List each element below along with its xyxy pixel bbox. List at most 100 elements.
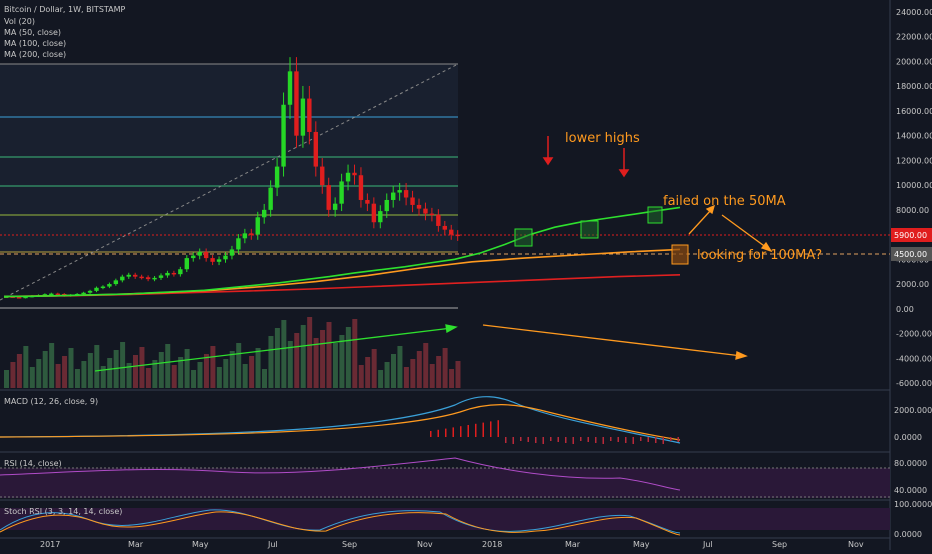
macd-histogram-bar [490, 421, 492, 437]
price-tick-label: 16000.00 [896, 107, 932, 116]
volume-bar [178, 357, 184, 388]
stoch-d-line [0, 511, 681, 536]
candle [139, 276, 144, 279]
legend-ma200[interactable]: MA (200, close) [4, 50, 66, 59]
price-axis[interactable]: 24000.00 22000.00 20000.00 18000.00 16000.00… [896, 8, 932, 388]
candle [442, 225, 447, 230]
candle [410, 197, 415, 205]
volume-bar [171, 365, 177, 388]
candle [262, 209, 267, 218]
candle [236, 238, 241, 250]
volume-bar [423, 343, 429, 388]
macd-histogram-bar [430, 431, 432, 437]
volume-bar [307, 317, 313, 388]
candle [365, 199, 370, 204]
volume-bar [294, 333, 300, 388]
volume-bar [126, 363, 132, 388]
volume-bar [268, 336, 274, 388]
macd-histogram-bar [610, 437, 612, 441]
volume-bar [429, 364, 435, 388]
resistance-box[interactable] [647, 206, 663, 224]
rsi-band [0, 468, 890, 498]
current-price-badge: 5900.00 [891, 228, 932, 242]
volume-bar [42, 351, 48, 388]
volume-bar [255, 348, 261, 388]
candle [391, 192, 396, 200]
candle [294, 71, 299, 136]
volume-bar [416, 351, 422, 388]
macd-histogram-bar [595, 437, 597, 443]
volume-trend-arrow [94, 324, 458, 372]
time-axis[interactable]: 2017 Mar May Jul Sep Nov 2018 Mar May Jul Sep Nov [40, 540, 864, 549]
candle [423, 208, 428, 214]
candle [300, 98, 306, 136]
candle [120, 276, 125, 281]
time-tick-label: Sep [772, 540, 787, 549]
candle [184, 258, 189, 270]
macd-histogram-bar [640, 437, 642, 441]
macd-histogram-bar [587, 437, 589, 442]
stoch-label[interactable]: Stoch RSI (3, 3, 14, 14, close) [4, 507, 122, 516]
candle [216, 259, 222, 262]
candle [274, 166, 280, 188]
macd-histogram-bar [535, 437, 537, 443]
price-tick-label: 24000.00 [896, 8, 932, 17]
volume-bar [378, 370, 384, 388]
candle [255, 217, 260, 235]
support-box-1[interactable] [514, 228, 533, 247]
candle [210, 258, 215, 262]
volume-bar [210, 346, 216, 388]
candle [429, 213, 435, 216]
legend-ma100[interactable]: MA (100, close) [4, 39, 66, 48]
macd-histogram-bar [580, 437, 582, 441]
symbol-title[interactable]: Bitcoin / Dollar, 1W, BITSTAMP [4, 5, 126, 14]
time-tick-label: Jul [267, 540, 278, 549]
macd-histogram-bar [475, 423, 477, 437]
volume-bar [152, 360, 158, 388]
volume-bar [358, 365, 364, 388]
candle [113, 280, 119, 285]
volume-bar [120, 342, 126, 388]
volume-bar [326, 322, 332, 388]
main-legend: Bitcoin / Dollar, 1W, BITSTAMP Vol (20) … [4, 5, 126, 59]
candle [145, 277, 151, 280]
candle [10, 296, 15, 298]
macd-histogram-bar [527, 437, 529, 442]
time-tick-label: 2017 [40, 540, 60, 549]
support-box-2[interactable] [580, 220, 599, 239]
rsi-label[interactable]: RSI (14, close) [4, 459, 62, 468]
time-tick-label: Mar [128, 540, 144, 549]
price-tick-label: 14000.00 [896, 132, 932, 141]
volume-bar [262, 369, 267, 388]
price-tick-label: -6000.00 [896, 379, 932, 388]
volume-bar [216, 367, 222, 388]
macd-label[interactable]: MACD (12, 26, close, 9) [4, 397, 98, 406]
candle [100, 286, 106, 289]
annotation-failed-50ma: failed on the 50MA [663, 194, 786, 209]
stoch-tick-0: 0.0000 [894, 530, 922, 539]
volume-bar [365, 357, 371, 388]
volume-bar [391, 354, 396, 388]
volume-bar [16, 354, 22, 388]
legend-vol[interactable]: Vol (20) [4, 17, 35, 26]
legend-ma50[interactable]: MA (50, close) [4, 28, 61, 37]
rsi-tick-40: 40.0000 [894, 486, 927, 495]
target-box[interactable] [671, 244, 689, 265]
candle [249, 233, 254, 235]
volume-bar [436, 356, 442, 388]
time-tick-label: May [192, 540, 209, 549]
candle [416, 204, 422, 209]
volume-bar [49, 343, 55, 388]
macd-histogram-bar [677, 437, 679, 442]
lower-highs-arrows [542, 136, 630, 178]
volume-bar [197, 362, 203, 388]
macd-histogram-bar [625, 437, 627, 443]
candle [352, 172, 357, 176]
time-tick-label: Nov [417, 540, 433, 549]
candle [326, 185, 331, 210]
time-tick-label: Jul [702, 540, 713, 549]
macd-histogram-bar [647, 437, 649, 442]
macd-histogram-bar [655, 437, 657, 443]
rsi-pane [0, 457, 890, 498]
